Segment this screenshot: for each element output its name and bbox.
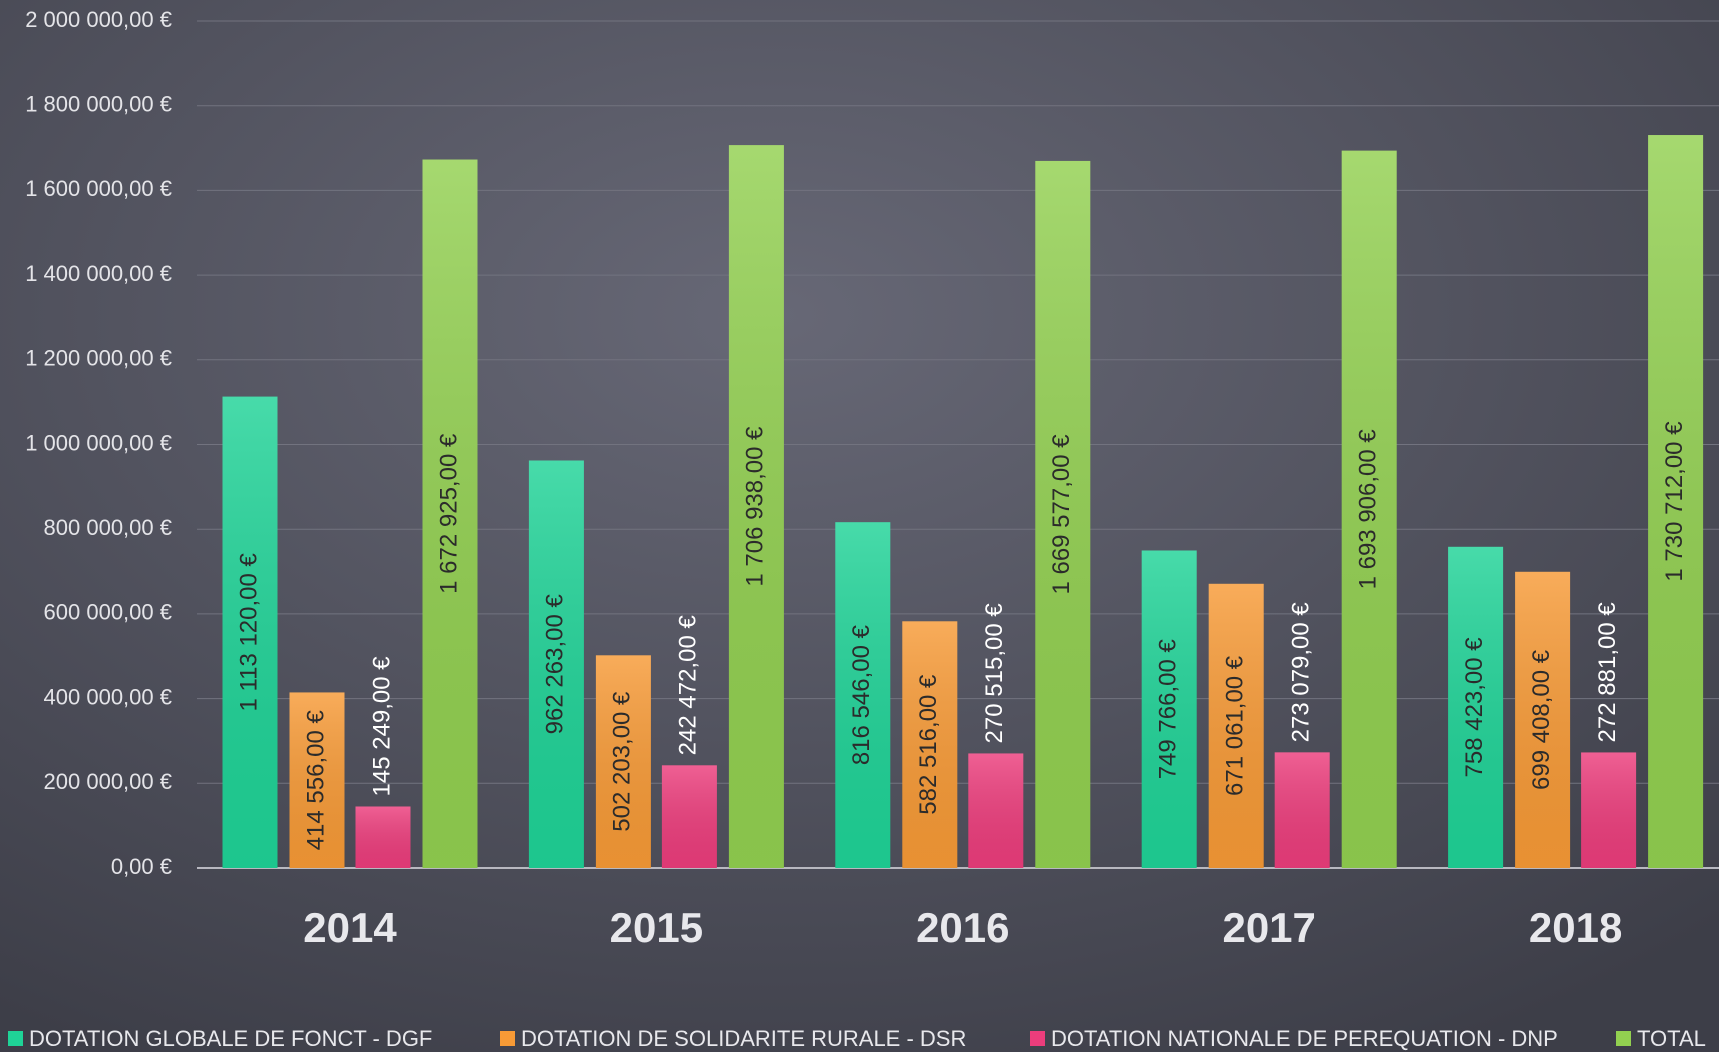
legend-swatch — [1616, 1031, 1631, 1046]
bar-shade — [1274, 752, 1330, 868]
bar-shade — [1141, 550, 1197, 868]
bar-shade — [902, 621, 958, 868]
data-label: 502 203,00 € — [609, 691, 636, 832]
legend-swatch — [500, 1031, 515, 1046]
legend-swatch — [8, 1031, 23, 1046]
legend-label: DOTATION GLOBALE DE FONCT - DGF — [29, 1026, 432, 1051]
data-label: 758 423,00 € — [1461, 637, 1488, 778]
data-label: 699 408,00 € — [1528, 649, 1555, 790]
legend-label: TOTAL — [1637, 1026, 1706, 1051]
legend-swatch — [1030, 1031, 1045, 1046]
data-label: 749 766,00 € — [1155, 639, 1182, 780]
data-label: 816 546,00 € — [848, 624, 875, 765]
data-label: 582 516,00 € — [915, 674, 942, 815]
y-tick-label: 600 000,00 € — [44, 600, 172, 625]
bar-shade — [661, 765, 717, 868]
data-label: 962 263,00 € — [542, 594, 569, 735]
y-tick-label: 0,00 € — [111, 854, 172, 879]
y-tick-label: 200 000,00 € — [44, 769, 172, 794]
y-tick-label: 400 000,00 € — [44, 684, 172, 709]
x-tick-label: 2018 — [1529, 904, 1622, 951]
y-tick-label: 1 200 000,00 € — [25, 346, 172, 371]
bar-shade — [289, 692, 345, 868]
x-tick-label: 2014 — [303, 904, 397, 951]
bar-shade — [595, 655, 651, 868]
bar-shade — [1448, 546, 1504, 868]
x-tick-label: 2015 — [610, 904, 703, 951]
bar-shade — [1581, 752, 1637, 868]
bar-shade — [422, 159, 478, 869]
data-label: 270 515,00 € — [981, 603, 1008, 744]
bar-shade — [355, 806, 411, 868]
y-tick-label: 1 600 000,00 € — [25, 176, 172, 201]
bar-shade — [1208, 583, 1264, 868]
y-tick-label: 1 400 000,00 € — [25, 261, 172, 286]
data-label: 671 061,00 € — [1222, 655, 1249, 796]
y-tick-label: 1 000 000,00 € — [25, 430, 172, 455]
data-label: 1 730 712,00 € — [1661, 421, 1688, 582]
x-tick-label: 2017 — [1222, 904, 1315, 951]
data-label: 1 669 577,00 € — [1048, 434, 1075, 595]
bar-shade — [1341, 150, 1397, 869]
data-label: 145 249,00 € — [368, 656, 395, 797]
data-label: 414 556,00 € — [302, 710, 329, 851]
bar-shade — [968, 753, 1024, 868]
bar-shade — [528, 460, 584, 868]
data-label: 1 706 938,00 € — [742, 426, 769, 587]
bar-shade — [222, 396, 278, 868]
y-tick-label: 800 000,00 € — [44, 515, 172, 540]
data-label: 1 113 120,00 € — [235, 552, 262, 711]
data-label: 1 693 906,00 € — [1355, 429, 1382, 590]
legend-label: DOTATION DE SOLIDARITE RURALE - DSR — [521, 1026, 966, 1051]
bar-shade — [728, 145, 784, 868]
bar-shade — [1515, 571, 1571, 868]
y-tick-label: 2 000 000,00 € — [25, 7, 172, 32]
legend-label: DOTATION NATIONALE DE PEREQUATION - DNP — [1051, 1026, 1558, 1051]
bar-shade — [835, 522, 891, 868]
bar-shade — [1648, 135, 1704, 869]
y-tick-label: 1 800 000,00 € — [25, 92, 172, 117]
data-label: 1 672 925,00 € — [435, 433, 462, 594]
data-label: 272 881,00 € — [1594, 602, 1621, 743]
bar-shade — [1035, 160, 1091, 868]
x-tick-label: 2016 — [916, 904, 1009, 951]
data-label: 273 079,00 € — [1288, 602, 1315, 743]
data-label: 242 472,00 € — [675, 615, 702, 756]
